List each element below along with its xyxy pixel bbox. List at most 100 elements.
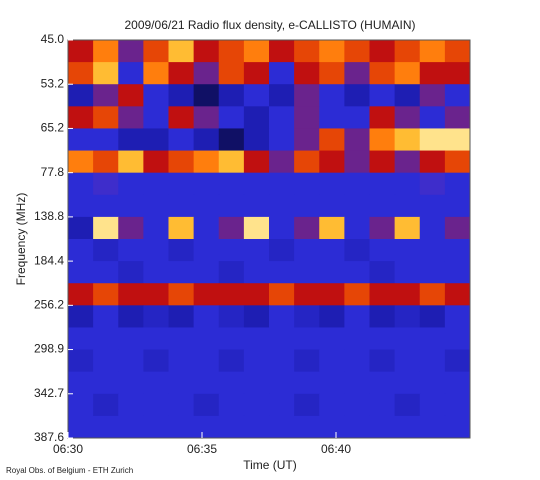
heatmap-cell (319, 327, 345, 351)
y-tick-label: 45.0 (41, 32, 65, 46)
heatmap-cell (143, 172, 169, 196)
heatmap-cell (294, 128, 320, 152)
heatmap-cell (294, 349, 320, 373)
heatmap-cell (394, 261, 421, 284)
heatmap-cell (68, 216, 94, 240)
heatmap-cell (193, 128, 220, 152)
heatmap-cell (143, 62, 169, 85)
heatmap-cell (118, 371, 144, 395)
heatmap-cell (269, 327, 295, 351)
heatmap-cell (193, 239, 220, 262)
heatmap-cell (269, 393, 295, 417)
heatmap-cell (344, 84, 370, 107)
heatmap-cell (218, 150, 245, 174)
heatmap-cell (193, 150, 220, 174)
heatmap-cell (143, 349, 169, 373)
heatmap-cell (444, 283, 471, 306)
heatmap-cell (319, 40, 345, 63)
heatmap-cell (168, 216, 195, 240)
heatmap-cell (344, 371, 370, 395)
heatmap-cell (444, 415, 471, 439)
heatmap-cell (394, 40, 421, 63)
heatmap-cell (344, 216, 370, 240)
heatmap-cell (243, 84, 270, 107)
heatmap-cell (93, 393, 119, 417)
heatmap-cell (269, 283, 295, 306)
heatmap-cell (243, 283, 270, 306)
heatmap-cell (218, 128, 245, 152)
y-tick-label: 342.7 (34, 386, 64, 400)
heatmap-cell (68, 239, 94, 262)
heatmap-cell (319, 239, 345, 262)
heatmap-cell (118, 150, 144, 174)
heatmap-cell (294, 261, 320, 284)
heatmap-cell (444, 371, 471, 395)
heatmap-cell (419, 239, 446, 262)
heatmap-cell (369, 393, 396, 417)
heatmap-cell (93, 349, 119, 373)
heatmap-cell (143, 150, 169, 174)
heatmap-cell (93, 62, 119, 85)
heatmap-cell (344, 415, 370, 439)
heatmap-cell (444, 194, 471, 218)
heatmap-cell (294, 305, 320, 328)
heatmap-cell (68, 62, 94, 85)
heatmap-cell (444, 239, 471, 262)
heatmap-cell (93, 40, 119, 63)
y-tick-label: 256.2 (34, 298, 64, 312)
heatmap-cell (118, 194, 144, 218)
heatmap-cell (419, 349, 446, 373)
heatmap-cell (218, 349, 245, 373)
heatmap-cell (118, 84, 144, 107)
heatmap-cell (444, 150, 471, 174)
heatmap-cell (319, 62, 345, 85)
heatmap-cell (319, 283, 345, 306)
heatmap-cell (118, 239, 144, 262)
heatmap-cell (344, 393, 370, 417)
heatmap-cell (118, 128, 144, 152)
heatmap-cell (243, 415, 270, 439)
heatmap-cell (369, 106, 396, 129)
heatmap-cell (369, 371, 396, 395)
heatmap-cell (243, 128, 270, 152)
x-tick-label: 06:40 (321, 442, 351, 456)
heatmap-cell (394, 172, 421, 196)
heatmap-cell (193, 216, 220, 240)
heatmap-cell (193, 393, 220, 417)
heatmap-cell (319, 349, 345, 373)
heatmap-cell (68, 261, 94, 284)
heatmap-cell (243, 40, 270, 63)
heatmap-cell (168, 128, 195, 152)
heatmap-cell (269, 305, 295, 328)
heatmap-cell (243, 393, 270, 417)
heatmap-cell (319, 106, 345, 129)
heatmap-cell (294, 216, 320, 240)
heatmap-cell (68, 415, 94, 439)
heatmap-cell (168, 415, 195, 439)
heatmap-cell (269, 84, 295, 107)
heatmap-cell (419, 62, 446, 85)
heatmap-cell (118, 62, 144, 85)
heatmap-cell (143, 128, 169, 152)
heatmap-cell (419, 216, 446, 240)
heatmap-cell (218, 172, 245, 196)
heatmap-cell (118, 349, 144, 373)
heatmap-cell (344, 305, 370, 328)
heatmap-cell (218, 216, 245, 240)
heatmap-cell (218, 305, 245, 328)
heatmap-cell (419, 415, 446, 439)
heatmap-cell (344, 128, 370, 152)
heatmap-cell (269, 371, 295, 395)
heatmap-cell (143, 305, 169, 328)
heatmap-cell (269, 415, 295, 439)
heatmap-cell (243, 239, 270, 262)
heatmap-cell (93, 84, 119, 107)
heatmap-cell (193, 371, 220, 395)
heatmap-cell (168, 84, 195, 107)
heatmap-cell (143, 393, 169, 417)
heatmap-cell (193, 305, 220, 328)
heatmap-cell (394, 150, 421, 174)
heatmap-cell (319, 305, 345, 328)
heatmap-cell (394, 371, 421, 395)
x-tick-label: 06:35 (187, 442, 217, 456)
